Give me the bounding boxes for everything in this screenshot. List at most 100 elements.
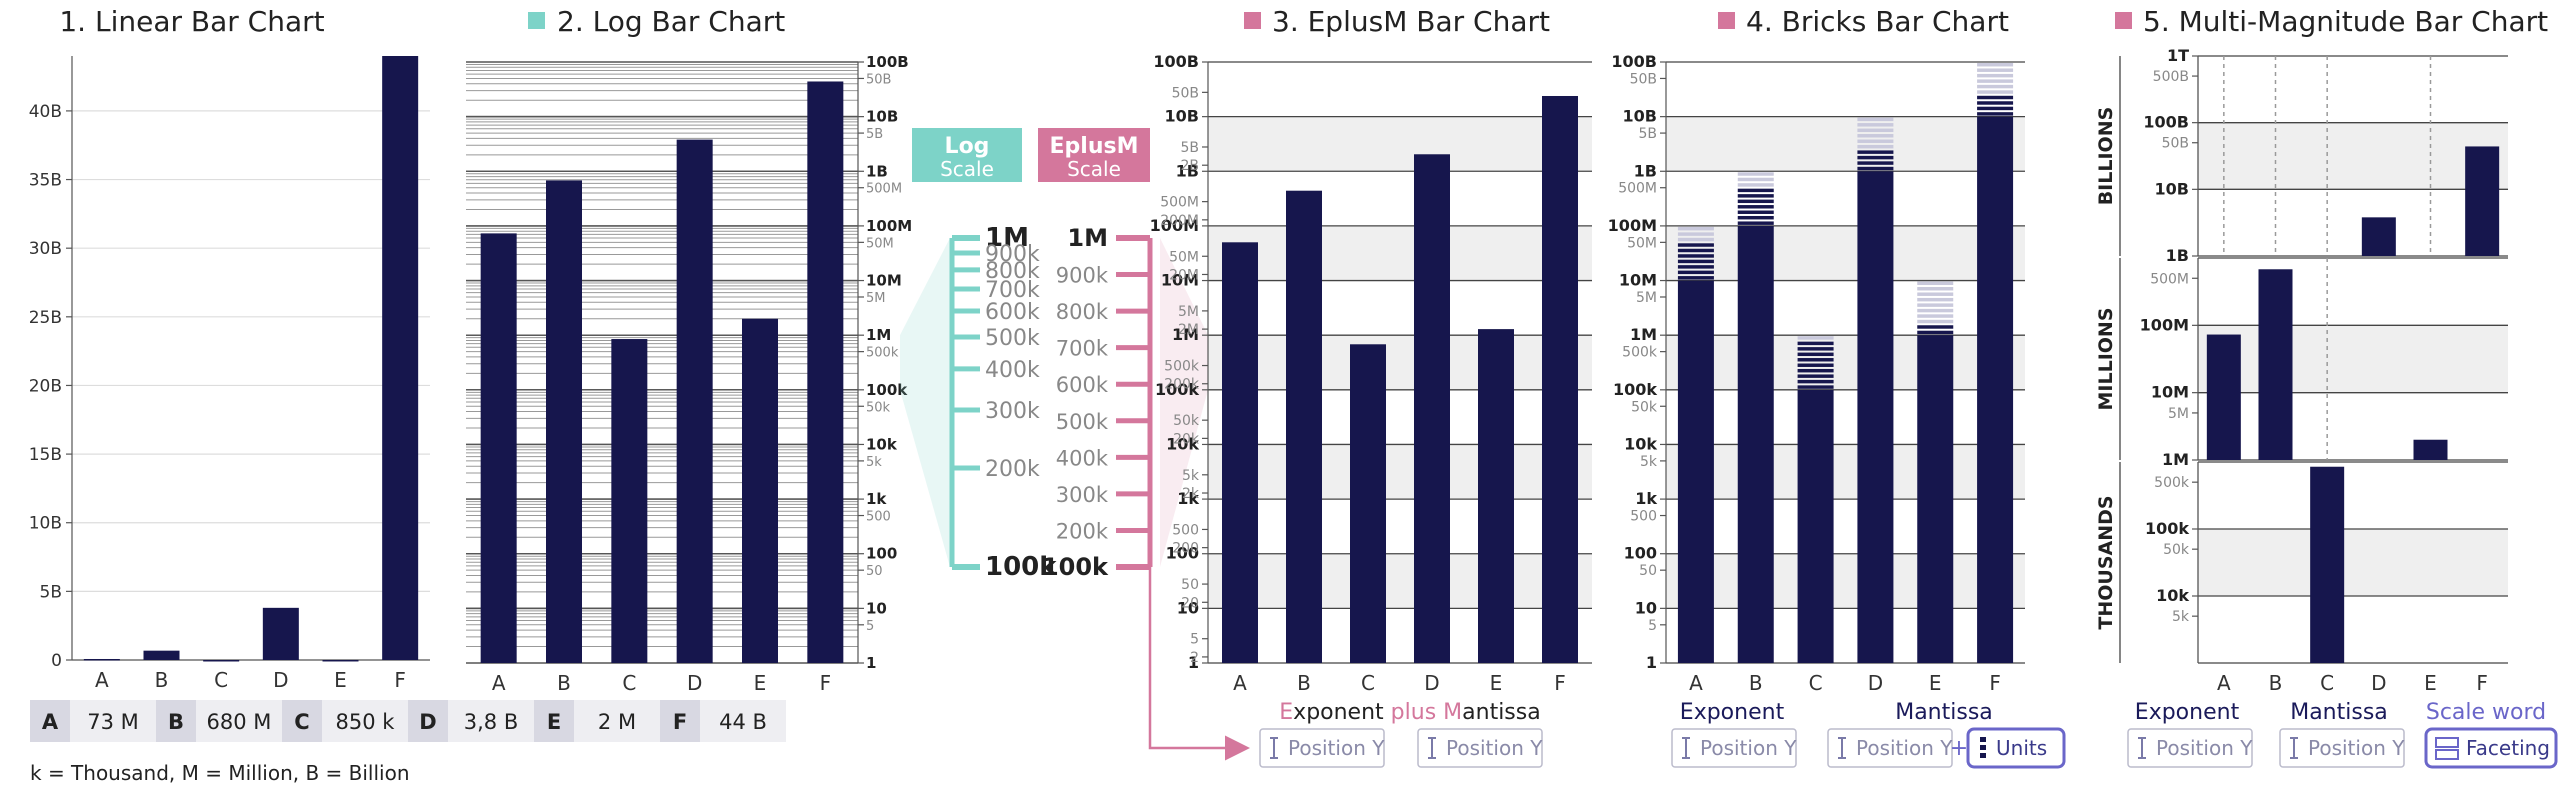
y-tick-label: 5: [1648, 618, 1657, 634]
bar-C: [203, 659, 240, 662]
y-tick-label: 10M: [866, 272, 902, 290]
brick-empty: [1977, 68, 2014, 72]
y-tick-label: 2M: [1178, 322, 1199, 338]
y-tick-label: 0: [51, 651, 62, 671]
y-tick-label: 2k: [1182, 486, 1200, 502]
brick-filled: [1677, 265, 1714, 269]
bar-D: [2361, 217, 2396, 256]
band: [1208, 116, 1592, 172]
brick-filled: [1737, 194, 1774, 198]
facet-label: MILLIONS: [2095, 308, 2117, 411]
table-value-cell: [448, 700, 534, 742]
units-icon: [1980, 737, 1986, 742]
brick-filled: [1737, 215, 1774, 220]
brick-filled: [1797, 385, 1834, 389]
y-tick-label: 5k: [866, 455, 882, 470]
brick-empty: [1797, 336, 1834, 340]
chart5-mantissa-label: Mantissa: [2290, 700, 2388, 725]
band: [1666, 335, 2025, 390]
bar-D: [1857, 171, 1894, 664]
y-tick-label: 200: [1172, 541, 1199, 557]
brick-filled: [1677, 259, 1714, 264]
brick-empty: [1857, 123, 1894, 127]
table-key: A: [42, 710, 59, 734]
faceting-icon: [2435, 749, 2459, 760]
y-tick-label: 20: [1181, 595, 1199, 611]
faceting-icon: [2435, 737, 2459, 748]
y-tick-label: 5k: [1640, 454, 1658, 470]
table-key-cell: [408, 700, 448, 742]
units-icon: [1980, 745, 1986, 750]
y-tick-label: 1B: [2166, 246, 2189, 265]
y-tick-label: 500M: [1618, 181, 1657, 197]
x-tick-label: C: [214, 668, 228, 692]
eplusm-badge-sub: Scale: [1067, 157, 1121, 181]
brick-empty: [1857, 139, 1894, 143]
chart3-title-swatch: [1244, 12, 1261, 29]
chart4-mantissa-label: Mantissa: [1895, 700, 1993, 725]
y-tick-label: 100k: [866, 381, 908, 399]
y-tick-label: 100: [1624, 544, 1657, 563]
brick-empty: [1857, 144, 1894, 149]
y-tick-label: 100B: [2143, 113, 2189, 132]
y-tick-label: 2B: [1180, 158, 1199, 174]
y-tick-label: 500B: [2153, 69, 2189, 85]
y-tick-label: 10B: [866, 108, 898, 126]
bar-E: [2413, 439, 2448, 460]
brick-filled: [1977, 106, 2014, 111]
band: [1666, 225, 2025, 281]
y-tick-label: 5M: [1178, 304, 1199, 320]
y-tick-label: 10k: [1166, 434, 1199, 453]
brick-empty: [1857, 134, 1894, 138]
x-tick-label: F: [2476, 671, 2488, 695]
x-tick-label: E: [334, 668, 347, 692]
y-tick-label: 200k: [1164, 377, 1200, 393]
zoom-tick-label: 700k: [1056, 337, 1109, 361]
y-tick-label: 100: [866, 545, 897, 563]
chart4-exponent-label: Exponent: [1680, 700, 1785, 725]
chip: [1417, 728, 1543, 768]
y-tick-label: 100M: [866, 217, 912, 235]
y-tick-label: 2: [1190, 650, 1199, 666]
table-value: 44 B: [719, 710, 767, 734]
brick-filled: [1737, 199, 1774, 204]
table-key-cell: [534, 700, 574, 742]
y-tick-label: 50: [866, 564, 883, 579]
brick-empty: [1677, 232, 1714, 236]
chart3-title: 3. EplusM Bar Chart: [1272, 5, 1550, 38]
bar-F: [382, 56, 419, 660]
bar-D: [1414, 154, 1450, 663]
x-tick-label: C: [2320, 671, 2334, 695]
bar-A: [1222, 242, 1258, 664]
y-tick-label: 100B: [1611, 52, 1657, 71]
table-key: D: [419, 710, 436, 734]
chip: [1827, 728, 1953, 768]
y-tick-label: 10M: [1619, 271, 1657, 290]
footnote: k = Thousand, M = Million, B = Billion: [30, 761, 410, 785]
zoom-tick-label: 100k: [985, 552, 1057, 582]
band: [1666, 444, 2025, 500]
y-tick-label: 50k: [2163, 542, 2190, 558]
y-tick-label: 5B: [1638, 126, 1657, 142]
y-tick-label: 5B: [40, 582, 62, 602]
multi-magnitude-bar-chart: BILLIONS 1B 10B 50B 100B 500B 1T MILLIONS 1M 5M 10…: [2095, 46, 2508, 695]
x-tick-label: A: [492, 671, 506, 695]
y-tick-label: 500: [866, 510, 891, 525]
table-key-cell: [282, 700, 322, 742]
brick-filled: [1797, 374, 1834, 378]
y-tick-label: 100k: [1613, 380, 1657, 399]
band: [1208, 335, 1592, 390]
y-tick-label: 30B: [29, 239, 62, 259]
y-tick-label: 10B: [1623, 107, 1657, 126]
x-tick-label: D: [2371, 671, 2386, 695]
brick-empty: [1857, 117, 1894, 122]
x-tick-label: F: [1554, 671, 1566, 695]
eplusm-scale-zoom: 1M 900k 800k 700k 600k 500k 400k 300k 200k 100k: [1042, 224, 1153, 581]
units-icon: [1980, 753, 1986, 758]
chip-strong: [1966, 727, 2066, 769]
zoom-tick-label: 600k: [985, 300, 1040, 325]
y-tick-label: 100M: [1150, 216, 1199, 235]
x-tick-label: E: [1929, 671, 1942, 695]
